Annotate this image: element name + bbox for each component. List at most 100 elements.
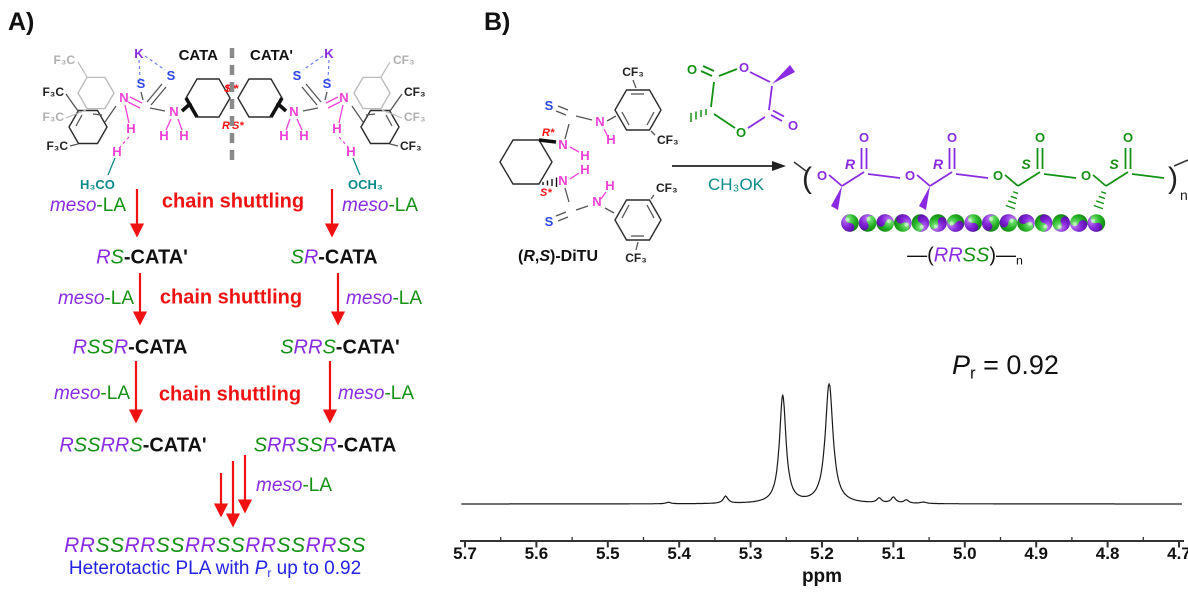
species-srrs-cata-prime: SRRS-CATA' [280, 337, 400, 360]
n-atom: N [339, 90, 348, 105]
species-sr-cata: SR-CATA [290, 247, 377, 270]
s-atom: S [545, 98, 554, 113]
text-segment: ) [989, 244, 997, 267]
text-segment: meso [342, 195, 389, 216]
text-segment: meso [346, 288, 393, 309]
text-segment: RR [267, 434, 296, 457]
text-segment: R [113, 336, 129, 359]
f3c-label: F₃C [46, 139, 68, 153]
hash-wedge [542, 177, 558, 187]
text-segment: S [322, 336, 336, 359]
text-segment: SS [155, 534, 185, 557]
methyl-wedge [772, 65, 795, 84]
h-atom: H [332, 121, 341, 136]
text-segment: )-DiTU [550, 248, 598, 265]
reaction-arrow [672, 161, 786, 171]
k-atom: K [134, 46, 144, 61]
h-atom: H [346, 144, 355, 159]
text-segment: -LA [100, 383, 130, 404]
species-rssrrs-cata-prime: RSSRRS-CATA' [59, 435, 206, 458]
text-segment: P [952, 350, 971, 380]
text-segment: -LA [104, 288, 134, 309]
polymer-unit: OOS [993, 130, 1077, 210]
o-atom: O [788, 118, 798, 133]
k-atom: K [324, 46, 334, 61]
text-segment: -CATA [337, 434, 397, 457]
text-segment: -CATA' [123, 246, 188, 269]
h-atom: H [606, 132, 615, 147]
text-segment: r [970, 363, 976, 383]
tick-label: 5.3 [738, 544, 763, 563]
tick-label: 4.9 [1024, 544, 1049, 563]
species-srrssr-cata: SRRSSR-CATA [254, 435, 397, 458]
nmr-trace [461, 382, 1182, 505]
text-segment: — [996, 244, 1017, 267]
text-segment: S [280, 336, 294, 359]
cf3-label: CF₃ [656, 181, 678, 195]
meso-la-label: meso-LA [342, 195, 418, 217]
f3c-label: F₃C [42, 85, 64, 99]
text-segment: S [110, 246, 124, 269]
cf3-label: CF₃ [622, 65, 644, 79]
svg-text:R: R [845, 156, 856, 172]
text-segment: meso [49, 195, 97, 216]
text-segment: RR [124, 534, 156, 557]
nmr-xaxis-label: ppm [801, 566, 843, 587]
tick-label: 4.8 [1095, 544, 1120, 563]
stereo-ball [876, 214, 895, 232]
h-atom: H [580, 148, 589, 163]
svg-text:O: O [817, 168, 827, 183]
text-segment: P [254, 557, 268, 579]
text-segment: meso [338, 383, 385, 404]
tick-label: 5.0 [952, 544, 977, 563]
text-segment: SS [336, 534, 366, 557]
tick-label: 4.7 [1167, 544, 1188, 563]
panel-a-label: A) [8, 8, 35, 36]
n-atom: N [595, 114, 604, 129]
stereo-ball [893, 214, 912, 232]
chain-shuttling-label: chain shuttling [159, 286, 303, 309]
h-atom: H [299, 128, 308, 143]
text-segment: Heterotactic PLA with [68, 557, 255, 579]
stereo-ball [858, 214, 877, 232]
text-segment: RR [245, 534, 277, 557]
text-segment: RR [305, 534, 337, 557]
text-segment: = 0.92 [975, 350, 1059, 380]
chain-shuttling-label: chain shuttling [161, 190, 305, 213]
o-atom: O [687, 62, 697, 77]
text-segment: SS [276, 534, 306, 557]
stereo-ball [1034, 214, 1053, 232]
methyl-hash [690, 109, 707, 122]
tick-label: 5.5 [595, 544, 620, 563]
chain-shuttling-label: chain shuttling [158, 383, 302, 406]
r-star: R* [222, 120, 235, 132]
tick-label: 5.6 [524, 544, 549, 563]
stereo-ball [911, 214, 930, 232]
cf3-label: CF₃ [404, 85, 426, 99]
text-segment: meso [256, 475, 303, 496]
s-star: S* [224, 83, 236, 95]
rrss-repeat-label: —(RRSS)—n [907, 244, 1023, 267]
n-atom: N [169, 104, 178, 119]
stereo-ball [929, 214, 947, 232]
stereo-ball [946, 214, 965, 232]
meso-la-label: meso-LA [338, 383, 414, 405]
svg-text:O: O [947, 130, 957, 145]
s-atom: S [293, 68, 302, 83]
text-segment: ( [518, 248, 524, 265]
cf3-label: CF₃ [404, 110, 426, 124]
h-atom: H [126, 121, 135, 136]
cata-structures-drawing: CATA K S S N N H H H H F₃C F₃C F₃C F₃C R… [42, 46, 426, 192]
stereo-ball [999, 214, 1018, 232]
text-segment: meso [57, 288, 105, 309]
s-atom: S [545, 214, 554, 229]
heterotactic-caption: Heterotactic PLA with Pr up to 0.92 [69, 558, 361, 580]
cf3-label: CF₃ [393, 53, 415, 67]
s-atom: S [137, 76, 146, 91]
svg-text:O: O [905, 168, 915, 183]
h-atom: H [112, 144, 121, 159]
text-segment: R [322, 434, 338, 457]
stereo-balls-row [841, 214, 1106, 232]
